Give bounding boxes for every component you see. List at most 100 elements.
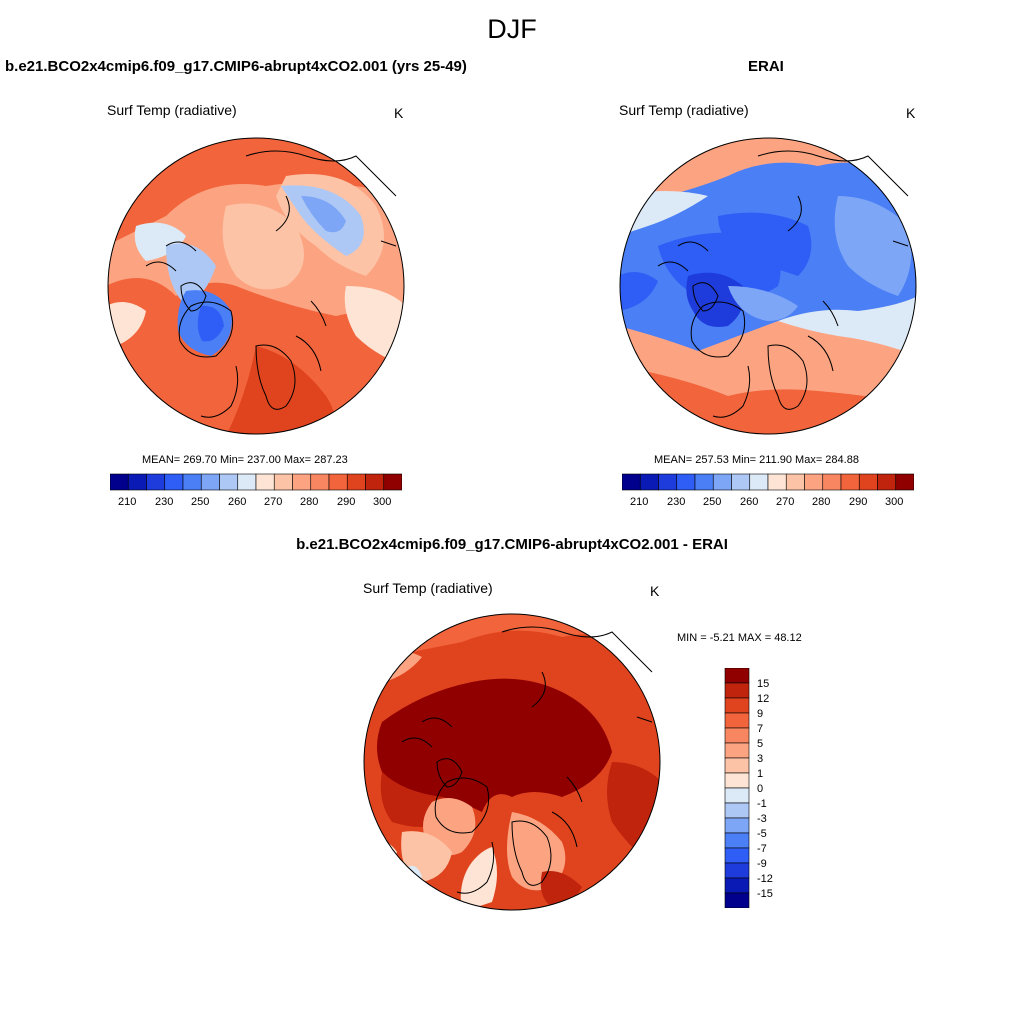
colorbar-swatch (712, 473, 732, 491)
colorbar-swatch (724, 697, 750, 714)
colorbar-swatch (724, 682, 750, 699)
colorbar-swatch (639, 473, 659, 491)
diff-stats: MIN = -5.21 MAX = 48.12 (677, 632, 802, 644)
colorbar-swatch (724, 802, 750, 819)
diff-tick-1: 15 (757, 678, 770, 690)
model-tick-8: 300 (373, 496, 392, 508)
obs-tick-3: 250 (703, 496, 722, 508)
colorbar-swatch (724, 817, 750, 834)
model-tick-4: 260 (228, 496, 247, 508)
colorbar-swatch (383, 473, 402, 491)
obs-variable-label: Surf Temp (radiative) (619, 102, 749, 118)
colorbar-swatch (724, 877, 750, 894)
obs-panel-title: ERAI (748, 58, 784, 75)
diff-tick-3: 9 (757, 708, 764, 720)
colorbar-swatch (724, 862, 750, 879)
colorbar-swatch (110, 473, 129, 491)
diff-panel-title: b.e21.BCO2x4cmip6.f09_g17.CMIP6-abrupt4x… (296, 536, 728, 553)
model-units-label: K (394, 105, 404, 121)
obs-tick-5: 270 (776, 496, 795, 508)
colorbar-swatch (840, 473, 860, 491)
model-tick-3: 250 (191, 496, 210, 508)
diff-units-label: K (650, 583, 660, 599)
colorbar-swatch (724, 668, 750, 684)
diff-colorbar-ticks: 15 12 9 7 5 3 1 0 -1 -3 -5 -7 -9 -12 -15 (757, 672, 787, 902)
model-polar-map (107, 137, 405, 435)
colorbar-swatch (749, 473, 769, 491)
colorbar-swatch (724, 787, 750, 804)
colorbar-swatch (724, 892, 750, 908)
colorbar-swatch (255, 473, 275, 491)
model-tick-2: 230 (155, 496, 174, 508)
obs-tick-8: 300 (885, 496, 904, 508)
colorbar-swatch (676, 473, 696, 491)
colorbar-swatch (895, 473, 914, 491)
model-tick-5: 270 (264, 496, 283, 508)
model-stats: MEAN= 269.70 Min= 237.00 Max= 287.23 (142, 454, 348, 466)
model-panel-title: b.e21.BCO2x4cmip6.f09_g17.CMIP6-abrupt4x… (5, 58, 467, 75)
diff-tick-6: 3 (757, 753, 764, 765)
model-variable-label: Surf Temp (radiative) (107, 102, 237, 118)
colorbar-swatch (310, 473, 330, 491)
obs-colorbar (622, 473, 914, 491)
diff-tick-2: 12 (757, 693, 770, 705)
diff-tick-13: -9 (757, 858, 767, 870)
colorbar-swatch (164, 473, 184, 491)
diff-tick-14: -12 (757, 873, 773, 885)
model-colorbar (110, 473, 402, 491)
colorbar-swatch (365, 473, 385, 491)
colorbar-swatch (694, 473, 714, 491)
obs-polar-map (619, 137, 917, 435)
colorbar-swatch (273, 473, 293, 491)
colorbar-swatch (237, 473, 257, 491)
colorbar-swatch (346, 473, 366, 491)
obs-colorbar-ticks: 210 230 250 260 270 280 290 300 (630, 496, 915, 510)
colorbar-swatch (724, 832, 750, 849)
model-tick-7: 290 (337, 496, 356, 508)
colorbar-swatch (658, 473, 678, 491)
colorbar-swatch (724, 772, 750, 789)
model-tick-6: 280 (300, 496, 319, 508)
colorbar-swatch (858, 473, 878, 491)
colorbar-swatch (622, 473, 641, 491)
colorbar-swatch (731, 473, 751, 491)
colorbar-swatch (804, 473, 824, 491)
obs-tick-4: 260 (740, 496, 759, 508)
colorbar-swatch (292, 473, 312, 491)
colorbar-swatch (724, 712, 750, 729)
diff-tick-11: -5 (757, 828, 767, 840)
colorbar-swatch (785, 473, 805, 491)
colorbar-swatch (219, 473, 239, 491)
diff-tick-10: -3 (757, 813, 767, 825)
colorbar-swatch (767, 473, 787, 491)
colorbar-swatch (182, 473, 202, 491)
diff-tick-7: 1 (757, 768, 764, 780)
diff-tick-9: -1 (757, 798, 767, 810)
obs-tick-1: 210 (630, 496, 649, 508)
colorbar-swatch (724, 847, 750, 864)
diff-tick-5: 5 (757, 738, 764, 750)
diff-tick-4: 7 (757, 723, 764, 735)
colorbar-swatch (724, 742, 750, 759)
colorbar-swatch (724, 727, 750, 744)
colorbar-swatch (328, 473, 348, 491)
colorbar-swatch (200, 473, 220, 491)
diff-tick-12: -7 (757, 843, 767, 855)
diff-polar-map (363, 613, 661, 911)
colorbar-swatch (822, 473, 842, 491)
obs-tick-6: 280 (812, 496, 831, 508)
diff-variable-label: Surf Temp (radiative) (363, 580, 493, 596)
diff-colorbar (724, 668, 750, 908)
obs-tick-2: 230 (667, 496, 686, 508)
model-colorbar-ticks: 210 230 250 260 270 280 290 300 (118, 496, 403, 510)
obs-tick-7: 290 (849, 496, 868, 508)
colorbar-swatch (724, 757, 750, 774)
diff-tick-15: -15 (757, 888, 773, 900)
diff-tick-8: 0 (757, 783, 764, 795)
colorbar-swatch (127, 473, 147, 491)
colorbar-swatch (146, 473, 166, 491)
obs-units-label: K (906, 105, 916, 121)
colorbar-swatch (877, 473, 897, 491)
figure-title: DJF (487, 14, 537, 44)
obs-stats: MEAN= 257.53 Min= 211.90 Max= 284.88 (654, 454, 859, 466)
